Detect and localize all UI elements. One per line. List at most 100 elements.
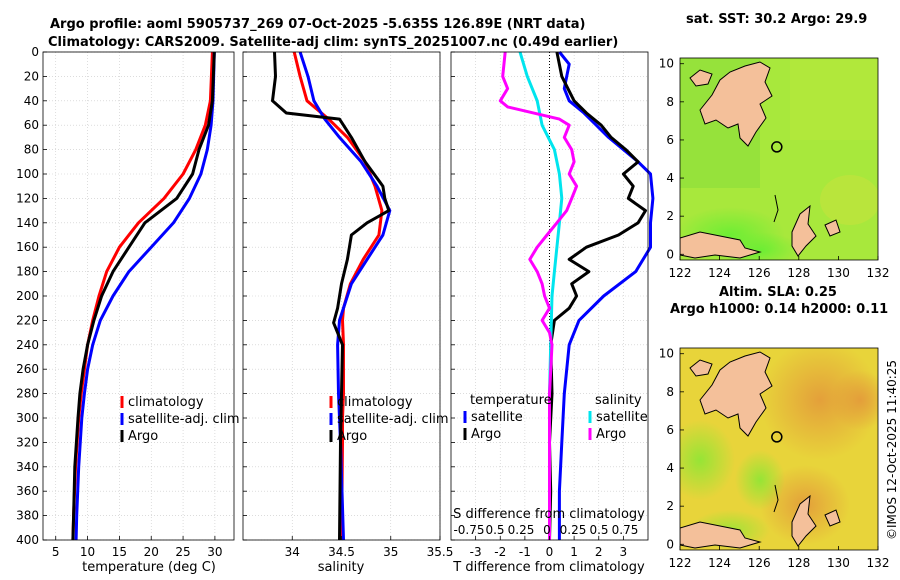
- x-tick-label: 5: [52, 545, 60, 559]
- y-tick-label: 160: [16, 240, 39, 254]
- legend-climatology: climatology: [337, 395, 413, 410]
- legend-s-argo: Argo: [596, 427, 626, 442]
- y-tick-label: 180: [16, 265, 39, 279]
- sdiff-tick-label: 0.5: [485, 523, 504, 537]
- map-y-tick-label: 8: [666, 385, 674, 399]
- map-x-tick-label: 128: [787, 556, 810, 570]
- legend-s-satellite: satellite: [596, 410, 648, 425]
- x-tick-label: 35: [383, 545, 398, 559]
- x-tick-label: 15: [112, 545, 127, 559]
- y-tick-label: 200: [16, 289, 39, 303]
- sla-map-title-line1: Altim. SLA: 0.25: [719, 285, 837, 300]
- legend-t-argo: Argo: [471, 427, 501, 442]
- legend-climatology: climatology: [128, 395, 204, 410]
- main-title-line2: Climatology: CARS2009. Satellite-adj cli…: [48, 35, 618, 50]
- y-tick-label: 260: [16, 362, 39, 376]
- x-tick-label: 10: [80, 545, 95, 559]
- salinity-panel: 34 34.5 35 35.5: [242, 51, 454, 559]
- sla-map-frame: [679, 347, 879, 551]
- series-satellite-adj-clim: [298, 51, 392, 541]
- x-tick-label: -2: [494, 545, 506, 559]
- x-tick-label: 2: [595, 545, 603, 559]
- map-x-tick-label: 130: [827, 556, 850, 570]
- sdiff-tick-labels: -0.75 0.5 0.25 0 0.25 0.5 0.75: [453, 523, 638, 537]
- y-tick-label: 20: [24, 69, 39, 83]
- x-tick-label: 0: [546, 545, 554, 559]
- sla-map-title-line2: Argo h1000: 0.14 h2000: 0.11: [670, 302, 888, 317]
- y-tick-label: 220: [16, 313, 39, 327]
- map-x-tick-label: 128: [787, 266, 810, 280]
- y-tick-label: 0: [31, 45, 39, 59]
- series-temperature-satellite: [557, 51, 655, 540]
- sdiff-tick-label: 0.25: [560, 523, 587, 537]
- x-tick-label: 35.5: [427, 545, 454, 559]
- sst-map: 122 124 126 128 130 132 0 2 4 6 8 10: [659, 57, 890, 280]
- x-tick-label: 20: [144, 545, 159, 559]
- sdiff-tick-label: -0.75: [453, 523, 484, 537]
- y-tick-label: 80: [24, 143, 39, 157]
- map-x-tick-label: 126: [748, 556, 771, 570]
- map-y-tick-label: 2: [666, 209, 674, 223]
- map-y-tick-label: 8: [666, 95, 674, 109]
- temperature-legend: climatology satellite-adj. clim Argo: [120, 395, 240, 444]
- main-title-line1: Argo profile: aoml 5905737_269 07-Oct-20…: [50, 17, 585, 32]
- legend-argo: Argo: [128, 429, 158, 444]
- y-tick-label: 140: [16, 216, 39, 230]
- y-tick-label: 120: [16, 191, 39, 205]
- y-tick-label: 300: [16, 411, 39, 425]
- x-tick-label: 34: [285, 545, 300, 559]
- legend-satellite-adj: satellite-adj. clim: [128, 412, 240, 427]
- y-tick-label: 380: [16, 509, 39, 523]
- y-tick-label: 400: [16, 533, 39, 547]
- sdiff-tick-label: 0.25: [508, 523, 535, 537]
- sdiff-tick-label: 0: [543, 523, 551, 537]
- legend-argo: Argo: [337, 429, 367, 444]
- map-y-tick-label: 6: [666, 423, 674, 437]
- map-x-tick-label: 122: [669, 266, 692, 280]
- legend-t-satellite: satellite: [471, 410, 523, 425]
- sst-map-frame: [679, 57, 879, 261]
- map-y-tick-label: 10: [659, 57, 674, 71]
- y-tick-label: 100: [16, 167, 39, 181]
- y-tick-label: 60: [24, 118, 39, 132]
- map-y-tick-label: 4: [666, 171, 674, 185]
- map-y-tick-label: 0: [666, 537, 674, 551]
- profile-location-marker: [771, 141, 783, 153]
- map-y-tick-label: 0: [666, 247, 674, 261]
- difference-legend: temperature satellite Argo salinity sate…: [463, 393, 648, 442]
- x-tick-label: -3: [470, 545, 482, 559]
- y-tick-label: 360: [16, 484, 39, 498]
- series-argo: [71, 51, 216, 541]
- y-tick-label: 340: [16, 460, 39, 474]
- temperature-xlabel: temperature (deg C): [82, 560, 216, 575]
- map-x-tick-label: 130: [827, 266, 850, 280]
- map-x-tick-label: 122: [669, 556, 692, 570]
- x-tick-label: -1: [519, 545, 531, 559]
- x-tick-label: 25: [175, 545, 190, 559]
- sla-map: 122 124 126 128 130 132 0 2 4 6 8 10: [659, 347, 890, 570]
- map-x-tick-label: 124: [708, 556, 731, 570]
- series-salinity-argo: [498, 51, 579, 540]
- sdiff-tick-label: 0.5: [589, 523, 608, 537]
- x-tick-label: 1: [570, 545, 578, 559]
- legend-satellite-adj: satellite-adj. clim: [337, 412, 449, 427]
- y-tick-label: 40: [24, 94, 39, 108]
- map-y-tick-label: 2: [666, 499, 674, 513]
- tdiff-xlabel: T difference from climatology: [452, 560, 645, 575]
- difference-panel: -3 -2 -1 0 1 2 3: [450, 51, 655, 559]
- series-argo: [271, 51, 391, 541]
- salinity-legend: climatology satellite-adj. clim Argo: [329, 395, 449, 444]
- y-tick-label: 320: [16, 435, 39, 449]
- sdiff-tick-label: 0.75: [612, 523, 639, 537]
- series-satellite-adj-clim: [74, 51, 216, 541]
- map-y-tick-label: 6: [666, 133, 674, 147]
- salinity-xlabel: salinity: [318, 560, 365, 575]
- sdiff-axis-label: S difference from climatology: [453, 507, 645, 522]
- map-x-tick-label: 132: [867, 556, 890, 570]
- map-y-tick-label: 10: [659, 347, 674, 361]
- y-tick-label: 280: [16, 387, 39, 401]
- map-x-tick-label: 124: [708, 266, 731, 280]
- legend-salinity-heading: salinity: [595, 393, 642, 408]
- x-tick-label: 3: [620, 545, 628, 559]
